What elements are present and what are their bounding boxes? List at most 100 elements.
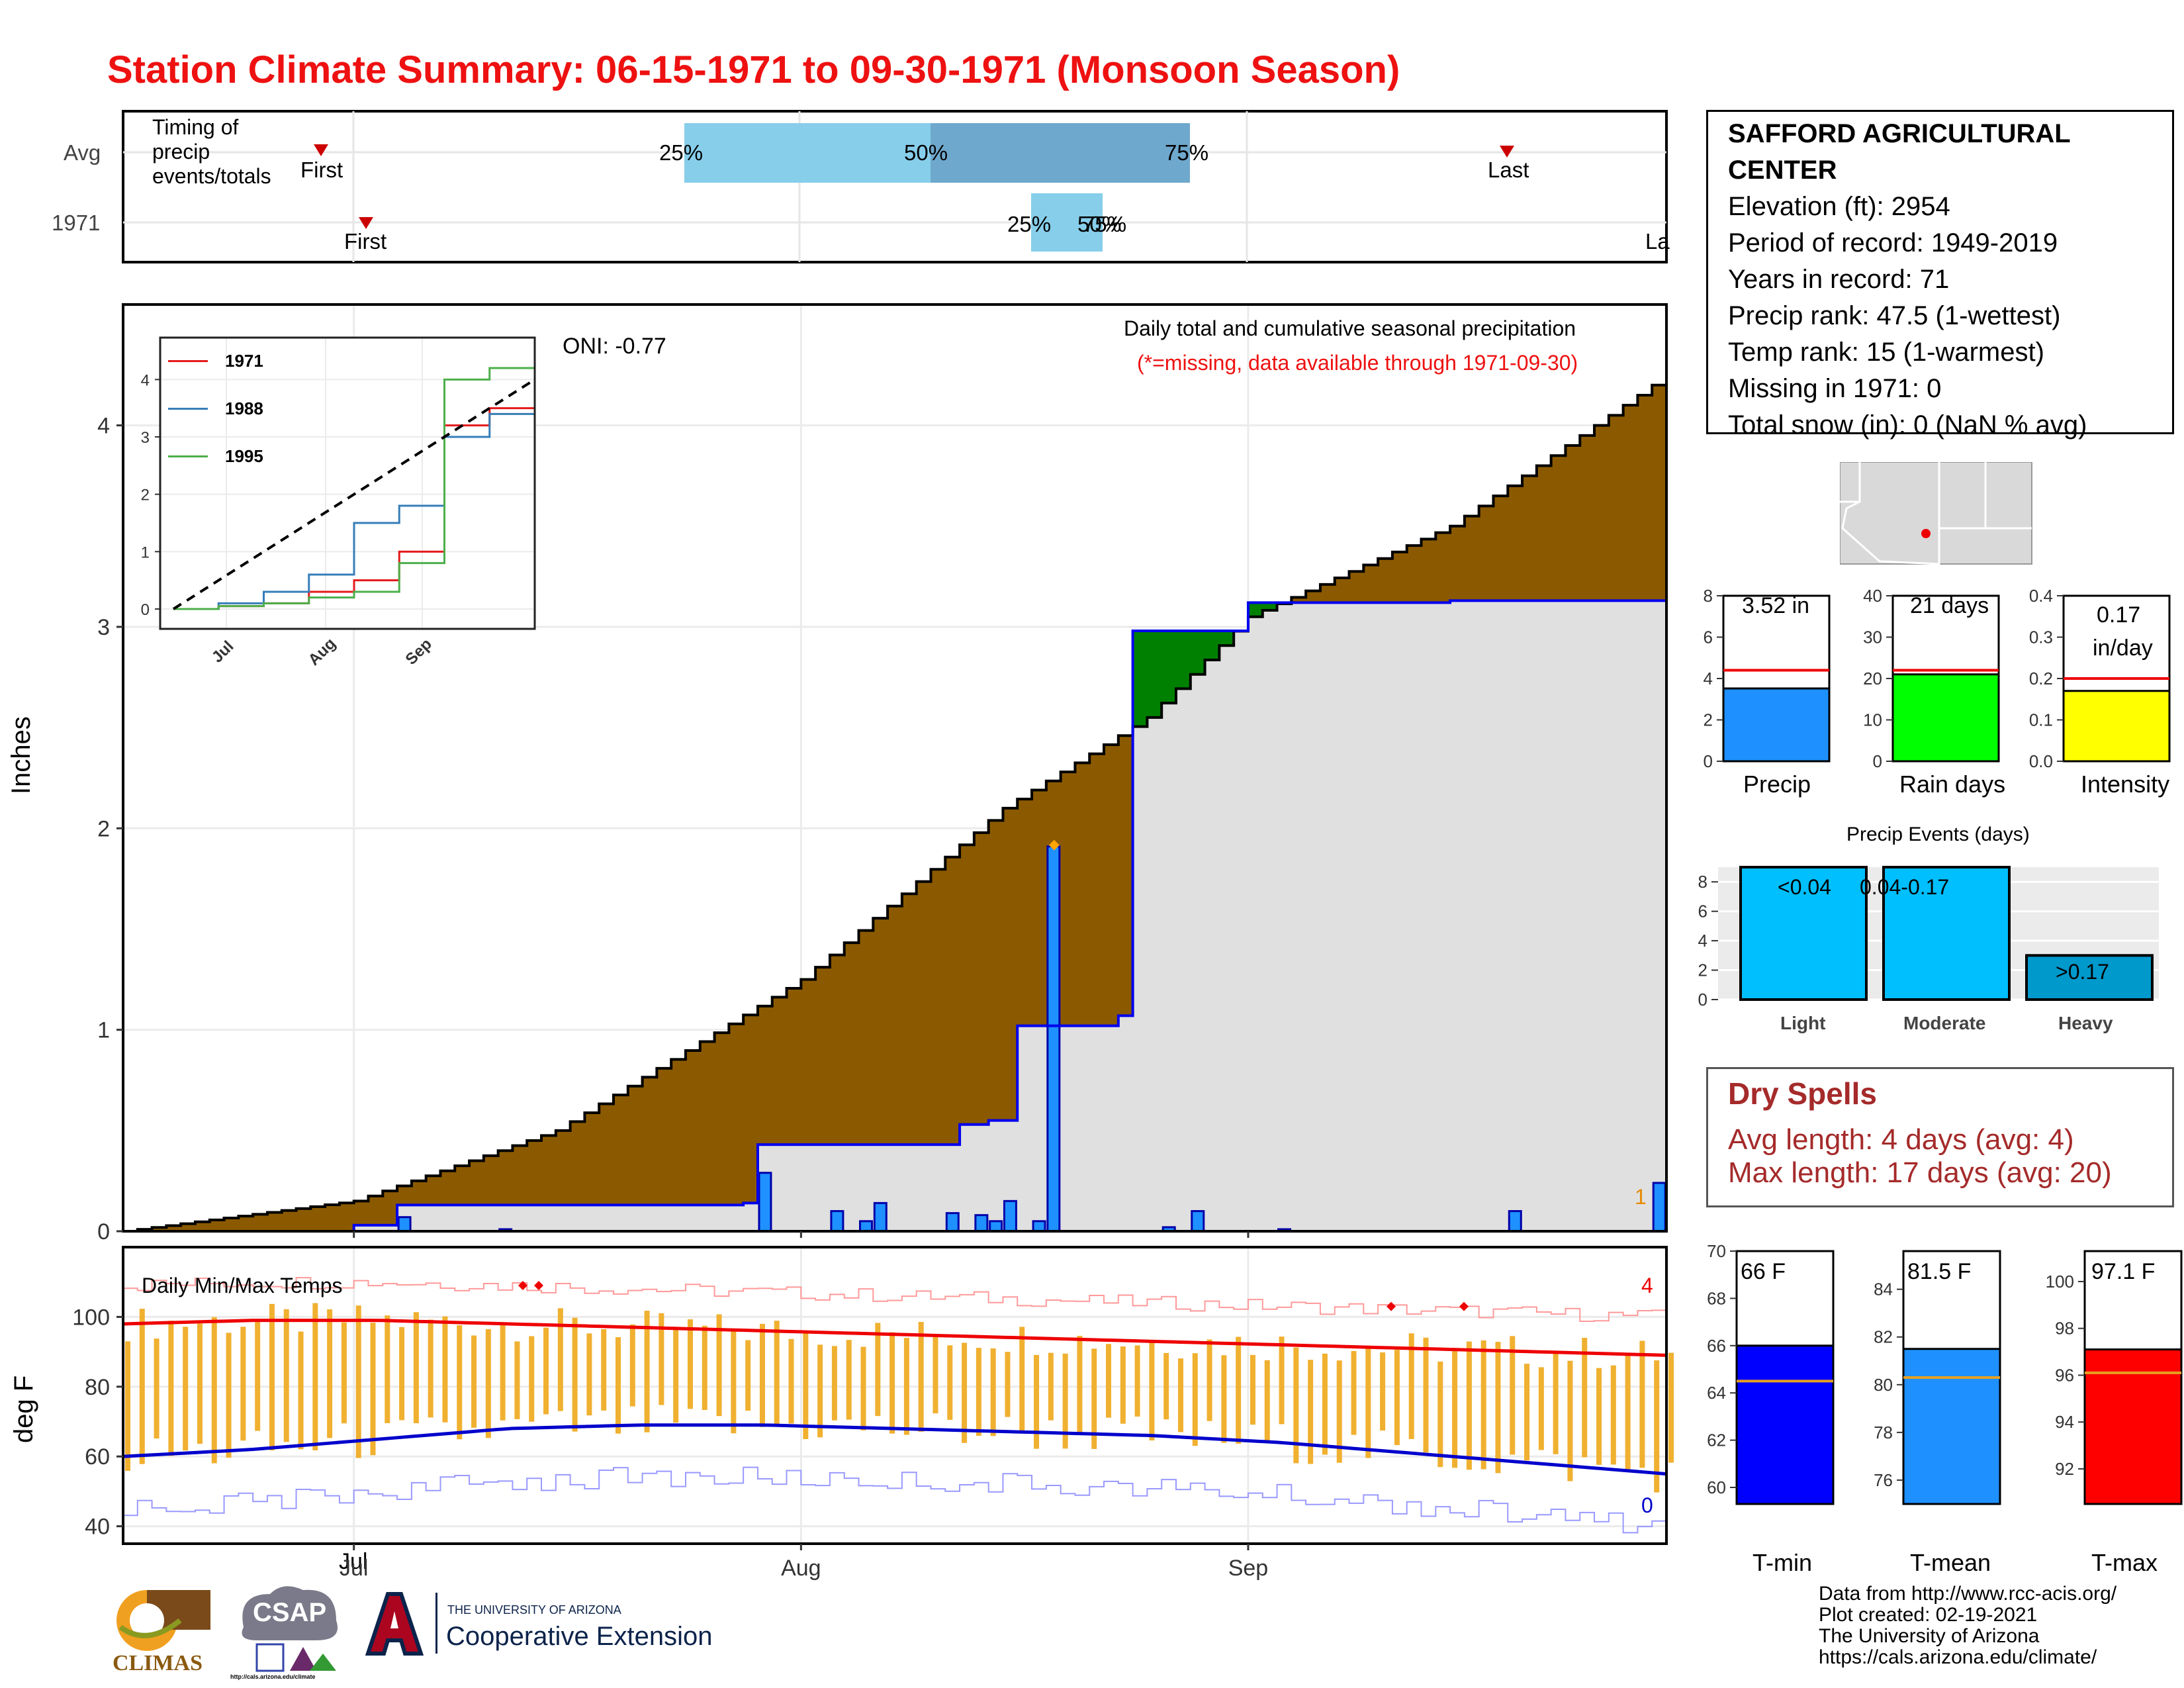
temp-bar-ytick: 98	[2055, 1319, 2074, 1338]
y1971-25-label: 25%	[1007, 212, 1052, 236]
mini-ytick: 2	[1704, 710, 1713, 730]
inset-series-line	[173, 351, 536, 610]
inset-ytick: 1	[141, 543, 150, 561]
temp-ylabel: deg F	[9, 1375, 38, 1443]
precip-ytick: 3	[97, 615, 110, 640]
record-max-line	[123, 1277, 1667, 1323]
station-name: SAFFORD AGRICULTURAL CENTER	[1728, 119, 2070, 185]
dry-spells-avg: Avg length: 4 days (avg: 4)	[1728, 1123, 2074, 1156]
daily-temp-range-bar	[1106, 1344, 1112, 1418]
max-count-label: 4	[1641, 1274, 1653, 1297]
first-marker-icon	[359, 217, 373, 229]
events-heavy-range: >0.17	[2056, 960, 2109, 984]
timing-row-1971: 1971	[52, 211, 101, 235]
temp-ytick: 40	[85, 1515, 110, 1540]
avg-max-line	[122, 1319, 1667, 1357]
daily-temp-range-bar	[370, 1323, 376, 1456]
daily-temp-range-bar	[125, 1341, 130, 1471]
daily-temp-range-bar	[1134, 1345, 1140, 1417]
climas-logo[interactable]: CLIMAS	[107, 1581, 213, 1680]
daily-temp-range-bar	[557, 1308, 563, 1411]
daily-temp-range-bar	[1062, 1353, 1068, 1449]
daily-temp-range-bar	[168, 1321, 174, 1456]
avg-50-label: 50%	[904, 140, 948, 165]
daily-temp-range-bar	[1192, 1353, 1198, 1446]
temp-xtick: Jul	[340, 1556, 368, 1581]
tmean-value: 81.5 F	[1907, 1259, 1972, 1284]
min-count-label: 0	[1641, 1493, 1653, 1517]
temp-xtick: Sep	[1228, 1556, 1269, 1581]
daily-temp-range-bar	[572, 1317, 578, 1432]
daily-temp-range-bar	[399, 1327, 405, 1421]
temp-summary-charts: 60 62 64 66 68 70 76 78 80 82 84 92 94 96 98 100	[1707, 1241, 2183, 1505]
daily-temp-range-bar	[1177, 1358, 1183, 1432]
events-light-range: <0.04	[1778, 875, 1831, 899]
daily-temp-range-bar	[1120, 1346, 1126, 1424]
credit-line: Plot created: 02-19-2021	[1819, 1604, 2038, 1626]
daily-temp-range-bar	[1365, 1347, 1371, 1458]
daily-temp-range-bar	[1308, 1360, 1314, 1464]
avg-min-line	[122, 1423, 1667, 1476]
dry-spells-title: Dry Spells	[1728, 1076, 1877, 1111]
daily-temp-range-bar	[1091, 1348, 1097, 1449]
daily-temp-range-bar	[947, 1345, 953, 1420]
credit-line: Data from http://www.rcc-acis.org/	[1819, 1583, 2117, 1605]
daily-temp-range-bar	[1524, 1364, 1530, 1461]
daily-temp-range-bar	[298, 1331, 304, 1450]
daily-temp-range-bar	[1236, 1336, 1242, 1444]
daily-temp-range-bar	[990, 1348, 996, 1436]
temp-ytick: 60	[85, 1444, 110, 1470]
temp-ytick: 100	[72, 1305, 110, 1330]
daily-temp-range-bar	[731, 1331, 737, 1434]
daily-temp-range-bar	[457, 1325, 463, 1440]
daily-temp-range-bar	[1163, 1352, 1169, 1420]
mini-ytick: 0.4	[2029, 586, 2053, 606]
csap-url: http://cals.arizona.edu/climate	[230, 1673, 316, 1680]
avg-75-label: 75%	[1165, 140, 1209, 165]
y1971-first-label: First	[344, 229, 387, 254]
mini-ytick: 6	[1704, 628, 1713, 647]
logo-divider	[435, 1593, 437, 1654]
timing-label: Timing of precip events/totals	[152, 115, 271, 188]
precip-xtick-jul: Jul	[339, 1549, 368, 1574]
daily-temp-range-bar	[1034, 1354, 1040, 1449]
mini-ytick: 40	[1863, 586, 1882, 606]
mini-bar	[2062, 690, 2171, 763]
csap-logo[interactable]: CSAP http://cals.arizona.edu/climate	[230, 1581, 349, 1687]
station-temp-rank: Temp rank: 15 (1-warmest)	[1728, 338, 2044, 367]
events-ytick: 6	[1698, 902, 1707, 921]
temp-bar-ytick: 100	[2046, 1272, 2074, 1291]
temp-bar-ytick: 80	[1874, 1375, 1893, 1395]
daily-temp-range-bar	[1380, 1352, 1386, 1431]
daily-temp-range-bar	[428, 1319, 433, 1418]
precip-ytick: 1	[97, 1018, 110, 1043]
events-heavy-label: Heavy	[2058, 1013, 2113, 1033]
temp-bar-ytick: 78	[1874, 1423, 1893, 1442]
daily-temp-range-bar	[139, 1309, 145, 1464]
daily-temp-range-bar	[673, 1329, 679, 1423]
intensity-bar-value-2: in/day	[2093, 635, 2153, 661]
mini-ytick: 10	[1863, 710, 1882, 730]
inset-ytick: 2	[141, 487, 150, 504]
daily-temp-range-bar	[774, 1321, 780, 1425]
ua-extension-logo[interactable]: THE UNIVERSITY OF ARIZONA Cooperative Ex…	[361, 1587, 758, 1667]
raindays-bar-label: Rain days	[1899, 771, 2006, 798]
precip-bar-value: 3.52 in	[1742, 593, 1810, 618]
dry-spells-max: Max length: 17 days (avg: 20)	[1728, 1156, 2112, 1189]
daily-temp-range-bar	[341, 1322, 347, 1424]
temp-bar-ytick: 60	[1707, 1477, 1726, 1497]
daily-temp-range-bar	[1293, 1347, 1299, 1464]
ua-line2: Cooperative Extension	[446, 1622, 713, 1651]
y1971-cumulative-line	[123, 522, 1668, 1233]
daily-temp-range-bar	[1408, 1333, 1414, 1439]
events-ytick: 2	[1698, 961, 1707, 980]
record-high-marker-icon	[518, 1280, 527, 1290]
last-marker-icon	[1500, 146, 1514, 158]
daily-temp-range-bar	[1480, 1340, 1486, 1470]
temp-bar-ytick: 66	[1707, 1336, 1726, 1356]
daily-temp-range-bar	[687, 1319, 693, 1409]
legend-1971: 1971	[225, 351, 263, 371]
climas-logo-text: CLIMAS	[113, 1651, 203, 1675]
avg-daily-marker-icon	[1048, 839, 1060, 851]
